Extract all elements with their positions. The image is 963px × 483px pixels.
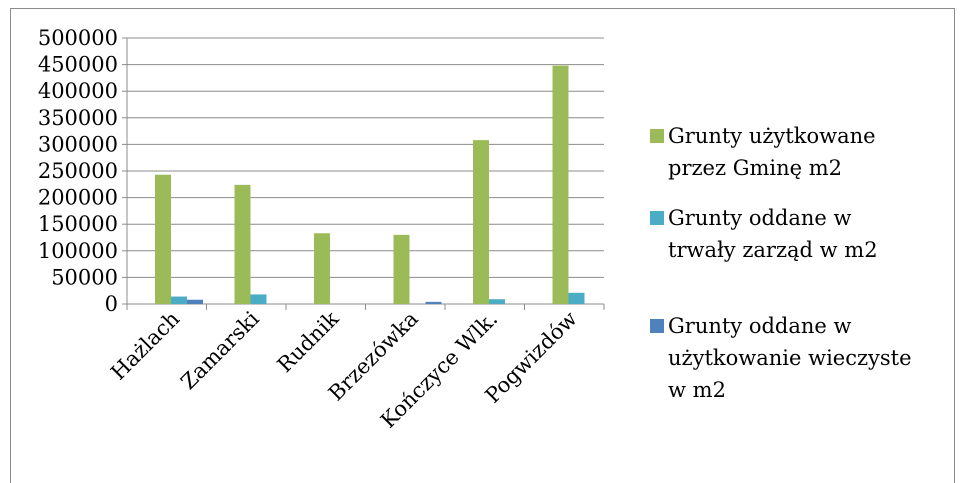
y-tick-label: 250000 [38, 159, 118, 183]
y-tick-label: 450000 [38, 53, 118, 77]
legend-label: Grunty oddane w [668, 206, 852, 230]
legend-swatch [650, 211, 664, 225]
legend-swatch [650, 319, 664, 333]
y-tick-label: 50000 [51, 265, 118, 289]
legend-swatch [650, 129, 664, 143]
bar-1-Zamarski [234, 184, 251, 304]
legend-label: trwały zarząd w m2 [668, 238, 878, 262]
legend-label: przez Gminę m2 [668, 156, 843, 180]
bar-2-Kończyce Wlk. [489, 299, 505, 304]
y-tick-label: 500000 [38, 26, 118, 50]
legend-label: użytkowanie wieczyste [668, 346, 912, 370]
y-tick-label: 0 [105, 292, 118, 316]
x-tick-label: Hażlach [106, 307, 184, 385]
bar-3-Hażlach [187, 299, 203, 304]
legend-label: Grunty oddane w [668, 314, 852, 338]
legend-label: w m2 [668, 378, 726, 402]
y-tick-label: 350000 [38, 106, 118, 130]
bar-1-Brzezówka [393, 234, 410, 304]
bar-1-Rudnik [314, 233, 330, 304]
bar-2-Zamarski [250, 294, 267, 304]
chart-frame [10, 8, 955, 483]
x-tick-label: Rudnik [273, 306, 344, 377]
y-tick-label: 300000 [38, 132, 118, 156]
bar-1-Hażlach [155, 174, 171, 304]
y-tick-label: 150000 [38, 212, 118, 236]
bar-3-Brzezówka [425, 301, 442, 304]
y-tick-label: 200000 [38, 186, 118, 210]
x-tick-label: Zamarski [176, 306, 264, 394]
bar-1-Kończyce Wlk. [473, 140, 489, 304]
y-tick-label: 100000 [38, 239, 118, 263]
legend-label: Grunty użytkowane [668, 124, 876, 148]
y-tick-label: 400000 [38, 79, 118, 103]
bar-1-Pogwizdów [552, 65, 569, 304]
bar-2-Hażlach [171, 296, 187, 304]
bar-2-Pogwizdów [568, 292, 585, 304]
